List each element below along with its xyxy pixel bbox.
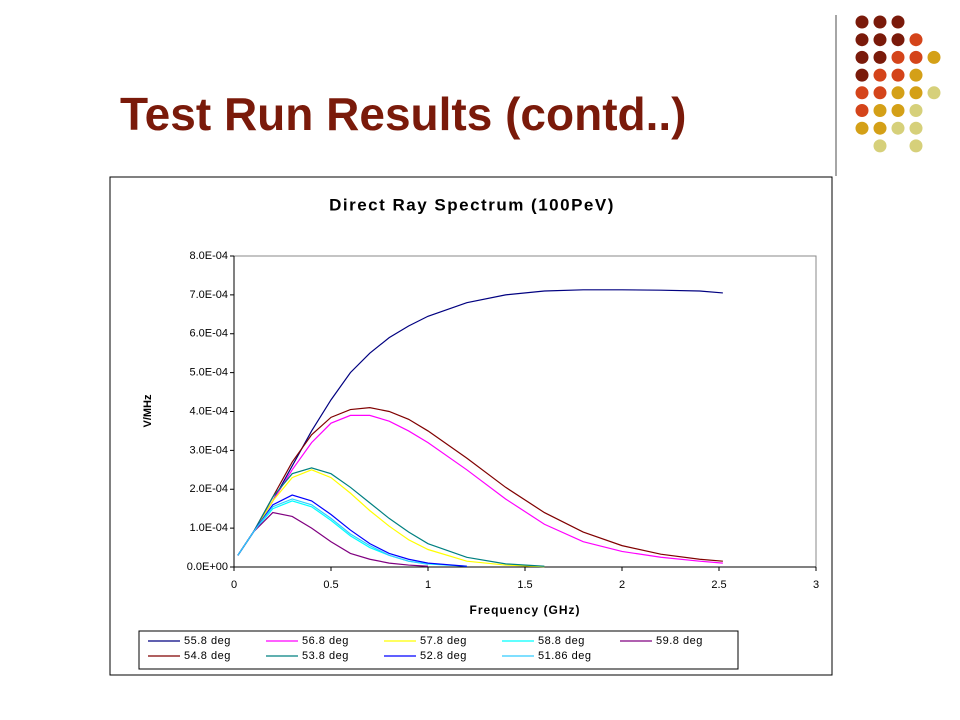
x-tick-label: 1.5 (517, 579, 532, 591)
y-tick-label: 5.0E-04 (189, 367, 228, 379)
dot (909, 33, 923, 47)
dot (873, 139, 887, 153)
y-tick-label: 1.0E-04 (189, 522, 228, 534)
series-line (237, 469, 545, 568)
dot (909, 68, 923, 82)
dot (927, 50, 941, 64)
series-line (237, 414, 723, 564)
dot (891, 33, 905, 47)
dot (927, 86, 941, 100)
legend-label: 56.8 deg (302, 635, 349, 647)
x-tick-label: 3 (813, 579, 819, 591)
dot (909, 50, 923, 64)
dot (873, 86, 887, 100)
y-tick-label: 0.0E+00 (187, 561, 228, 573)
dot (855, 86, 869, 100)
dot (909, 139, 923, 153)
y-axis-label: V/MHz (142, 394, 154, 428)
dot (873, 104, 887, 117)
dot (873, 68, 887, 82)
dot (891, 15, 905, 29)
series-line (237, 467, 545, 567)
y-tick-label: 2.0E-04 (189, 483, 228, 495)
dot (855, 68, 869, 82)
dot (909, 86, 923, 100)
dot (891, 50, 905, 64)
dot (891, 104, 905, 117)
y-tick-label: 6.0E-04 (189, 328, 228, 340)
dot (909, 121, 923, 135)
y-tick-label: 3.0E-04 (189, 444, 228, 456)
decoration (855, 15, 941, 153)
dot (873, 121, 887, 135)
legend-label: 53.8 deg (302, 650, 349, 662)
slide-title: Test Run Results (contd..) (120, 88, 687, 140)
dot (891, 86, 905, 100)
dot (873, 33, 887, 47)
y-tick-label: 7.0E-04 (189, 289, 228, 301)
dot (855, 104, 869, 117)
y-tick-label: 8.0E-04 (189, 250, 228, 262)
dot (855, 15, 869, 29)
dot (873, 15, 887, 29)
series-line (237, 498, 429, 565)
chart-frame (109, 176, 833, 676)
x-axis-label: Frequency (GHz) (469, 603, 580, 617)
legend-label: 52.8 deg (420, 650, 467, 662)
x-tick-label: 0.5 (323, 579, 338, 591)
x-tick-label: 1 (425, 579, 431, 591)
series-line (237, 407, 723, 562)
series-line (237, 289, 723, 556)
dot (891, 68, 905, 82)
dot (855, 121, 869, 135)
legend-label: 59.8 deg (656, 635, 703, 647)
x-tick-label: 0 (231, 579, 237, 591)
legend-label: 58.8 deg (538, 635, 585, 647)
y-tick-label: 4.0E-04 (189, 405, 228, 417)
legend (138, 630, 739, 670)
dot (909, 104, 923, 117)
series-line (237, 511, 429, 567)
dot (855, 33, 869, 47)
dot (891, 121, 905, 135)
dot (855, 50, 869, 64)
x-tick-label: 2 (619, 579, 625, 591)
legend-label: 55.8 deg (184, 635, 231, 647)
x-tick-label: 2.5 (711, 579, 726, 591)
legend-label: 54.8 deg (184, 650, 231, 662)
series-line (237, 494, 467, 567)
legend-label: 51.86 deg (538, 650, 591, 662)
dot (873, 50, 887, 64)
legend-label: 57.8 deg (420, 635, 467, 647)
chart-title: Direct Ray Spectrum (100PeV) (329, 195, 615, 214)
